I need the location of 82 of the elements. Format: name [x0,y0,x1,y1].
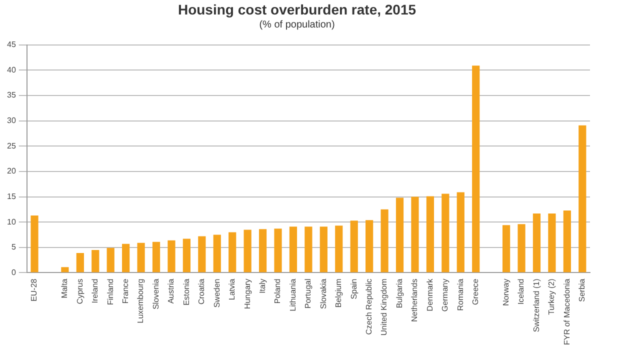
bar [244,230,252,272]
bar [122,244,130,272]
x-tick-label: Belgium [334,278,344,308]
x-tick-label: Iceland [516,278,526,305]
bar [213,234,221,272]
x-tick-label: Germany [440,278,450,312]
bar [532,213,541,272]
x-tick-label: EU-28 [30,278,39,302]
bar [274,228,282,272]
bar [472,66,480,272]
bar [137,242,145,272]
bar [442,194,450,272]
x-tick-label: Turkey (2) [547,278,556,315]
bar [426,196,434,272]
chart-subtitle: (% of population) [259,20,335,31]
x-tick-label: Italy [258,278,267,294]
bar [320,226,328,272]
y-tick-label: 10 [6,217,16,226]
bar [502,225,510,272]
bar [92,250,100,272]
bar [563,210,571,272]
y-tick-label: 5 [11,242,16,252]
bar [61,267,69,272]
x-tick-label: Latvia [228,278,237,300]
bar [258,229,267,272]
y-tick-label: 35 [6,90,16,100]
bar [548,213,556,272]
bar [106,248,114,272]
x-tick-label: Denmark [425,278,434,312]
x-tick-label: Switzerland (1) [532,278,541,332]
y-tick-label: 40 [6,65,16,74]
y-tick-label: 45 [6,40,16,50]
x-tick-label: Romania [456,278,465,311]
x-tick-label: Sweden [212,278,222,308]
y-tick-label: 30 [6,116,16,125]
x-tick-label: Serbia [578,278,587,302]
y-tick-label: 25 [6,141,16,150]
bar [76,252,84,272]
bar [350,220,358,272]
bar [304,226,312,272]
bar [168,240,176,272]
bar [456,192,464,272]
bar [335,226,343,272]
x-tick-label: Norway [502,278,510,306]
x-tick-label: Cyprus [75,278,84,304]
x-tick-label: United Kingdom [380,278,389,336]
x-tick-label: France [121,278,130,304]
x-tick-label: Spain [349,278,358,300]
x-tick-label: Finland [106,278,115,305]
bar [366,220,374,272]
bar [198,236,206,272]
bar [518,224,526,272]
x-tick-label: Croatia [197,278,206,305]
x-tick-label: Greece [471,278,480,305]
bar [411,196,419,272]
x-tick-label: Slovakia [318,278,328,309]
x-tick-label: Luxembourg [136,278,146,324]
bar [30,216,38,272]
bar [289,226,298,272]
chart-title: Housing cost overburden rate, 2015 [178,1,416,18]
x-tick-label: Estonia [182,278,191,306]
x-tick-label: Hungary [242,278,252,309]
bar [182,238,191,272]
y-tick-label: 15 [6,192,16,201]
x-tick-label: Netherlands [410,278,420,322]
x-tick-label: Malta [60,278,70,298]
x-tick-label: Austria [166,278,176,304]
x-tick-label: FYR of Macedonia [562,278,572,346]
x-tick-label: Ireland [90,278,100,304]
y-tick-label: 0 [11,268,16,277]
x-tick-label: Lithuania [288,278,298,312]
x-tick-label: Slovenia [151,278,160,310]
x-tick-label: Bulgaria [394,278,404,308]
x-tick-label: Portugal [304,278,313,309]
x-tick-label: Czech Republic [364,278,374,335]
bar [380,209,388,272]
bar [228,232,236,272]
bar [578,125,586,272]
bar [396,198,404,272]
x-tick-label: Poland [273,278,282,304]
bar [152,242,160,272]
y-tick-label: 20 [6,166,16,176]
